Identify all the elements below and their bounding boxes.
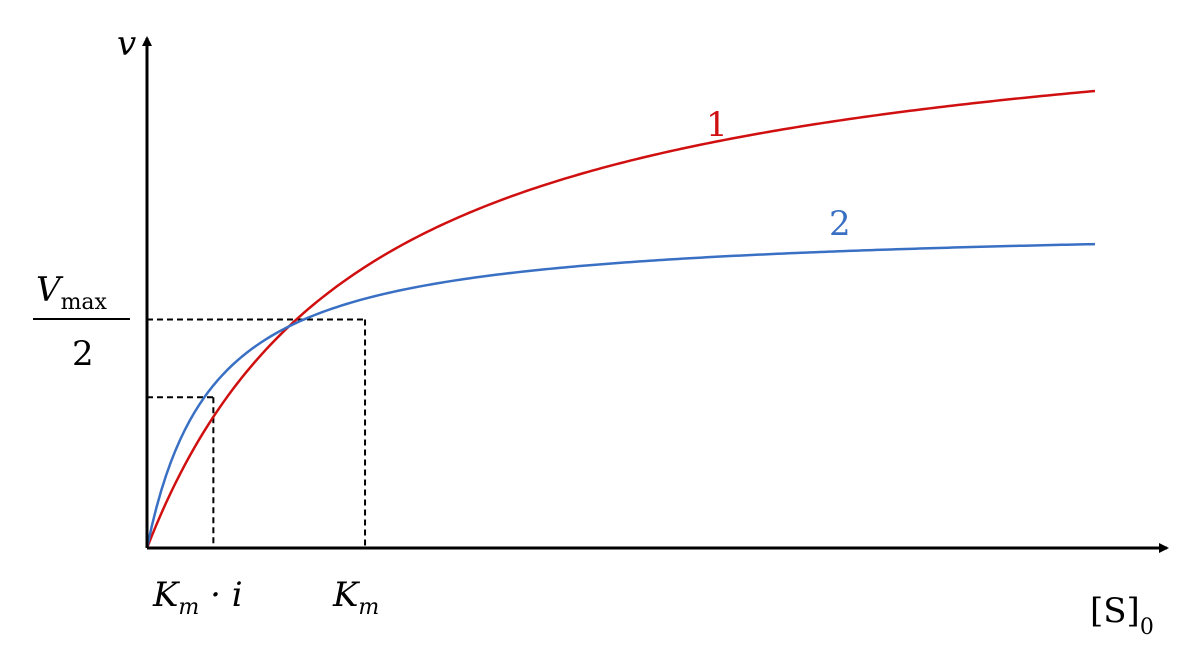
y-tick-numerator-main: V xyxy=(36,270,64,310)
x-tick-label-km: Km xyxy=(332,575,379,620)
x-tick-label-km-i: Km · i xyxy=(152,575,243,620)
x-tick-km-i-sub: m xyxy=(178,595,199,620)
y-tick-denominator: 2 xyxy=(72,334,94,374)
x-tick-km-sub: m xyxy=(358,595,379,620)
guide-lines xyxy=(147,318,367,548)
x-axis-label-main: [S] xyxy=(1090,591,1140,631)
x-tick-km-main: K xyxy=(332,575,361,615)
series-line-1 xyxy=(145,89,1096,549)
x-axis-label: [S]0 xyxy=(1090,591,1154,640)
y-tick-numerator: Vmax xyxy=(36,270,108,315)
series-line-2 xyxy=(145,242,1096,549)
x-axis-label-sub: 0 xyxy=(1140,615,1154,640)
x-tick-km-i-suffix: · i xyxy=(199,575,242,615)
y-tick-numerator-sub: max xyxy=(61,290,108,315)
y-tick-label-vmax-half: Vmax 2 xyxy=(33,270,130,374)
x-tick-km-i-main: K xyxy=(152,575,181,615)
series-layer xyxy=(145,89,1096,549)
x-tick-labels: Km · i Km xyxy=(152,575,379,620)
series-label-2: 2 xyxy=(829,204,851,244)
series-label-1: 1 xyxy=(706,105,728,145)
y-axis-label: v xyxy=(117,24,136,64)
